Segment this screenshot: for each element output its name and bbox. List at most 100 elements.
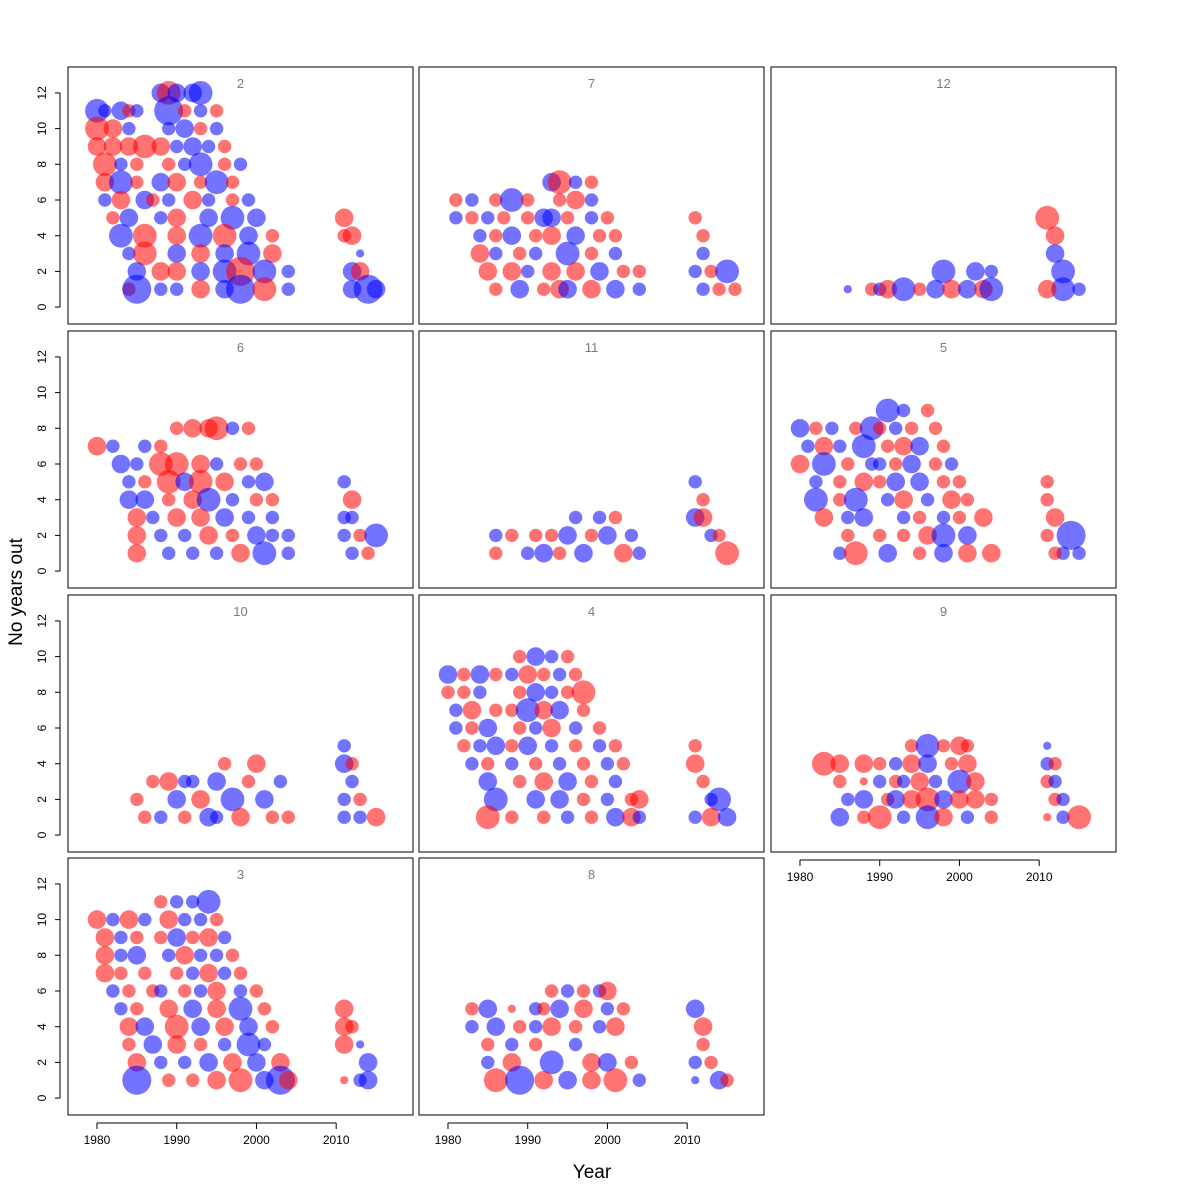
bubble-point — [119, 910, 139, 929]
bubble-point — [1037, 279, 1057, 299]
bubble-point — [231, 543, 250, 563]
bubble-point — [247, 208, 266, 228]
y-tick-label: 0 — [35, 303, 49, 310]
bubble-point — [936, 439, 951, 453]
bubble-point — [175, 946, 194, 965]
bubble-point — [167, 208, 186, 228]
bubble-point — [574, 543, 593, 563]
bubble-point — [478, 262, 498, 281]
bubble-point — [904, 421, 919, 435]
bubble-point — [958, 279, 977, 299]
bubble-point — [833, 774, 847, 789]
bubble-point — [199, 928, 218, 947]
bubble-point — [696, 282, 710, 296]
bubble-point — [247, 526, 266, 545]
bubble-point — [358, 1070, 378, 1090]
bubble-point — [209, 810, 224, 824]
x-tick-label: 2000 — [243, 1133, 270, 1147]
bubble-point — [833, 546, 847, 560]
bubble-point — [114, 948, 128, 962]
bubble-point — [441, 685, 455, 699]
bubble-point — [505, 1065, 535, 1095]
bubble-point — [209, 121, 224, 136]
bubble-point — [696, 246, 710, 261]
bubble-point — [255, 472, 274, 492]
bubble-point — [688, 211, 702, 225]
bubble-point — [812, 751, 836, 776]
bubbles — [449, 170, 742, 299]
bubble-point — [366, 279, 386, 299]
bubble-point — [912, 546, 927, 560]
bubble-point — [966, 262, 985, 281]
bubble-point — [881, 493, 895, 507]
bubble-point — [225, 175, 240, 189]
bubble-point — [449, 193, 463, 207]
bubble-point — [936, 739, 951, 753]
bubble-point — [95, 172, 115, 192]
bubble-point — [457, 685, 471, 699]
panel-frame — [418, 594, 765, 853]
bubble-point — [1043, 741, 1052, 750]
bubble-point — [960, 810, 975, 824]
bubble-point — [193, 1037, 208, 1052]
panel-frame — [418, 330, 765, 589]
bubble-point — [584, 810, 599, 824]
bubble-point — [178, 810, 192, 824]
bubble-point — [931, 523, 956, 548]
bubble-point — [560, 810, 575, 824]
bubble-point — [465, 757, 479, 771]
bubble-point — [85, 116, 109, 141]
bubble-point — [568, 721, 583, 735]
panel-title: 8 — [588, 867, 595, 882]
bubble-point — [928, 457, 943, 471]
bubble-point — [606, 807, 625, 827]
bubble-point — [931, 259, 956, 284]
bubble-point — [207, 981, 226, 1001]
bubble-point — [449, 703, 463, 717]
bubble-point — [1072, 282, 1086, 296]
bubble-point — [154, 211, 168, 225]
y-axis-row-1: 0 2 4 6 8 10 12 — [35, 86, 61, 310]
bubble-point — [220, 205, 245, 230]
bubble-point — [632, 810, 646, 824]
bubble-point — [542, 1017, 561, 1036]
bubble-point — [465, 1002, 479, 1016]
bubble-point — [539, 1050, 564, 1075]
bubble-point — [896, 774, 911, 789]
x-tick-label: 2010 — [1026, 870, 1053, 884]
bubble-point — [122, 1037, 136, 1052]
bubble-point — [873, 774, 887, 789]
bubble-point — [188, 469, 213, 494]
bubble-point — [132, 134, 157, 159]
bubble-point — [111, 190, 131, 210]
bubble-point — [127, 508, 147, 527]
bubble-point — [130, 175, 144, 189]
bubble-point — [534, 700, 553, 720]
bubbles — [130, 739, 386, 827]
bubble-point — [489, 246, 503, 261]
bubble-point — [138, 475, 152, 489]
bubble-point — [812, 452, 836, 476]
bubble-point — [191, 1017, 210, 1036]
bubble-point — [958, 754, 977, 773]
bubble-point — [632, 264, 646, 279]
x-axis-title: Year — [573, 1162, 612, 1183]
bubble-point — [342, 226, 362, 245]
bubble-point — [950, 790, 969, 809]
bubble-point — [130, 457, 144, 471]
bubble-point — [542, 718, 561, 738]
bubble-point — [345, 757, 359, 771]
bubble-point — [178, 528, 192, 543]
bubble-point — [902, 454, 921, 474]
bubble-point — [154, 96, 184, 126]
bubble-point — [944, 457, 959, 471]
bubble-point — [167, 790, 186, 809]
bubble-point — [592, 229, 607, 243]
bubble-point — [178, 1055, 192, 1070]
y-tick-label: 2 — [35, 532, 49, 539]
bubble-point — [1051, 259, 1075, 284]
bubble-point — [592, 721, 607, 735]
bubble-point — [529, 757, 543, 771]
bubble-point — [550, 700, 569, 720]
bubble-point — [841, 457, 855, 471]
